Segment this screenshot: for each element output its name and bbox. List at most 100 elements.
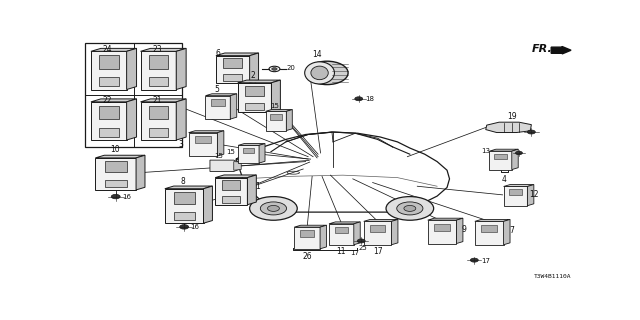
Bar	[165, 189, 204, 223]
Polygon shape	[475, 220, 510, 221]
Text: 25: 25	[358, 245, 367, 252]
Polygon shape	[165, 186, 212, 189]
Bar	[495, 154, 507, 159]
Text: 16: 16	[191, 224, 200, 230]
Polygon shape	[271, 80, 280, 112]
Bar	[141, 51, 176, 90]
Bar	[490, 151, 512, 170]
Polygon shape	[95, 155, 145, 158]
Polygon shape	[141, 99, 186, 102]
Bar	[141, 102, 176, 140]
Circle shape	[470, 258, 478, 262]
Bar	[270, 114, 282, 120]
FancyArrow shape	[551, 46, 571, 54]
Bar	[329, 224, 354, 245]
Polygon shape	[176, 48, 186, 90]
Text: T3W4B1110A: T3W4B1110A	[534, 274, 571, 279]
Bar	[335, 227, 348, 233]
Text: 16: 16	[122, 194, 131, 200]
Bar	[238, 145, 259, 163]
Polygon shape	[294, 225, 326, 227]
Bar	[428, 220, 456, 244]
Bar	[205, 96, 230, 119]
Bar	[300, 230, 314, 237]
Bar	[173, 192, 195, 204]
Bar	[148, 55, 168, 68]
Circle shape	[180, 225, 189, 229]
Ellipse shape	[306, 61, 348, 84]
Bar	[481, 225, 497, 232]
Circle shape	[272, 68, 277, 70]
Polygon shape	[259, 144, 265, 163]
Bar	[216, 56, 250, 83]
Bar	[104, 180, 127, 188]
Ellipse shape	[305, 62, 335, 84]
Polygon shape	[136, 155, 145, 190]
Text: 10: 10	[110, 145, 120, 154]
Bar	[475, 221, 504, 245]
Polygon shape	[216, 53, 259, 56]
Circle shape	[268, 205, 280, 212]
Bar	[99, 77, 118, 86]
Polygon shape	[204, 186, 212, 223]
Bar	[211, 99, 225, 106]
Bar	[99, 106, 118, 119]
Polygon shape	[527, 185, 534, 206]
Polygon shape	[210, 160, 239, 172]
Circle shape	[250, 196, 297, 220]
Bar	[504, 187, 527, 206]
Polygon shape	[91, 48, 136, 51]
Polygon shape	[504, 185, 534, 187]
Text: 9: 9	[462, 225, 467, 234]
Text: 4: 4	[502, 175, 506, 184]
Text: 17: 17	[350, 250, 359, 256]
Bar	[95, 158, 136, 190]
Circle shape	[397, 202, 423, 215]
Circle shape	[515, 151, 522, 155]
Polygon shape	[176, 99, 186, 140]
Bar	[148, 128, 168, 137]
Text: 14: 14	[312, 50, 322, 59]
Bar	[245, 103, 264, 110]
Bar	[370, 225, 385, 232]
Ellipse shape	[311, 66, 328, 80]
Circle shape	[355, 97, 363, 101]
Polygon shape	[238, 144, 265, 145]
Polygon shape	[354, 222, 360, 245]
Bar	[364, 221, 392, 245]
Polygon shape	[141, 48, 186, 51]
Text: 12: 12	[529, 190, 538, 199]
Polygon shape	[456, 218, 463, 244]
Bar	[223, 180, 240, 190]
Bar	[148, 106, 168, 119]
Bar	[99, 128, 118, 137]
Text: 5: 5	[214, 84, 219, 93]
Bar	[91, 102, 127, 140]
Bar	[215, 178, 248, 205]
Bar	[189, 133, 218, 156]
Bar	[99, 55, 118, 68]
Bar	[434, 224, 450, 231]
Polygon shape	[205, 94, 237, 96]
Polygon shape	[320, 225, 326, 249]
Polygon shape	[490, 149, 518, 151]
Text: 18: 18	[365, 96, 374, 102]
Circle shape	[527, 130, 535, 134]
Text: 15: 15	[226, 149, 235, 155]
Text: 23: 23	[152, 44, 162, 53]
Polygon shape	[286, 109, 292, 131]
Bar	[245, 86, 264, 96]
Circle shape	[357, 239, 365, 243]
Bar	[266, 111, 286, 131]
Circle shape	[260, 202, 287, 215]
Polygon shape	[364, 220, 398, 221]
Polygon shape	[428, 218, 463, 220]
Text: FR.: FR.	[531, 44, 552, 54]
Text: 2: 2	[251, 71, 255, 80]
Polygon shape	[218, 131, 224, 156]
Polygon shape	[392, 220, 398, 245]
Bar	[223, 196, 240, 203]
Polygon shape	[127, 48, 136, 90]
Bar	[243, 148, 254, 153]
Bar	[195, 136, 211, 143]
